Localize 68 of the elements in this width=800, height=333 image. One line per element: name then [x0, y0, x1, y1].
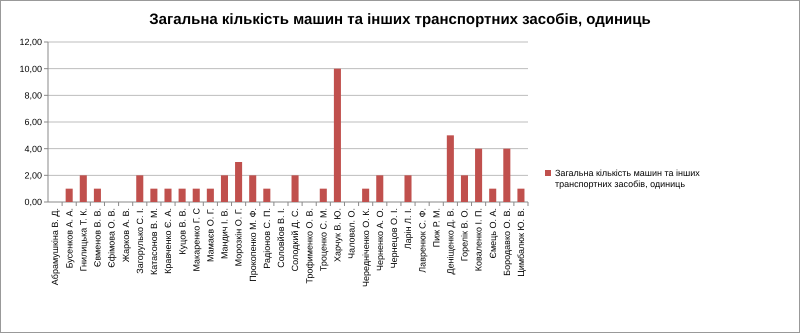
legend-label: Загальна кількість машин та інших транспортних засобів, одиниць [555, 168, 700, 189]
bar [94, 188, 101, 202]
bar [376, 175, 384, 202]
bar [178, 188, 186, 202]
x-tick-label: Кравченко Є. А. [163, 208, 174, 274]
x-tick-label: Троценко С. М. [318, 208, 328, 272]
bar [446, 135, 454, 202]
bar [136, 175, 144, 202]
bar [249, 175, 256, 202]
bar [66, 188, 73, 202]
bar [192, 188, 200, 202]
bar [503, 148, 510, 202]
y-tick-label: 2,00 [24, 170, 42, 180]
x-tick-label: Мамаєв О. Г. [206, 208, 216, 262]
bar [362, 188, 370, 202]
x-tick-label: Катасонов В. М. [149, 208, 160, 275]
bar [164, 188, 172, 202]
x-tick-label: Пиж Р. М. [431, 208, 442, 248]
bar [292, 175, 299, 202]
x-tick-label: Євменов В. В. [92, 208, 103, 268]
y-tick-label: 8,00 [24, 90, 42, 100]
bar [263, 188, 270, 202]
chart-title: Загальна кількість машин та інших транспортних засобів, одиниць [149, 11, 651, 28]
bar [489, 188, 496, 202]
x-tick-label: Ємець О. А. [488, 208, 498, 259]
bar [475, 148, 482, 202]
x-tick-label: Гнилицька Т. К. [78, 208, 88, 272]
x-tick-label: Жарков А. В. [120, 208, 131, 262]
x-tick-label: Харчук В. Ю. [332, 208, 343, 262]
bar [334, 68, 341, 202]
x-tick-label: Соловйов В. І. [276, 208, 286, 268]
x-tick-label: Радіонов С. П. [262, 208, 272, 269]
x-tick-label: Куцов В. В. [177, 208, 188, 255]
x-tick-label: Макаренко Г. С [191, 208, 202, 272]
x-tick-label: Ларін Л. І. [403, 208, 414, 250]
x-tick-label: Бусенков А. А. [64, 208, 74, 268]
x-tick-label: Морозкін О. Г. [234, 208, 244, 266]
x-tick-label: Лавренюк С. Ф. [417, 208, 428, 273]
x-tick-label: Солодкий Д. С. [290, 208, 300, 272]
bar [80, 175, 87, 202]
x-tick-label: Мандич І. В. [220, 208, 230, 260]
y-tick-label: 12,00 [19, 37, 42, 48]
bar [517, 188, 524, 202]
x-tick-label: Цимбалюк Ю. В. [516, 208, 526, 277]
x-tick-label: Прокопенко М. Ф. [248, 208, 258, 282]
x-tick-label: Чаловал. О. [346, 208, 357, 259]
x-tick-label: Абрамушкіна В. Д. [50, 208, 60, 286]
bar [206, 188, 214, 202]
bar [150, 188, 158, 202]
x-tick-label: Загорулько С. І. [134, 208, 145, 274]
y-tick-label: 4,00 [24, 144, 42, 154]
bar [220, 175, 228, 202]
x-tick-label: Трофименко О. В. [304, 208, 314, 284]
bar [460, 175, 468, 202]
x-tick-label: Деніщенко Д. В. [446, 208, 456, 274]
y-tick-label: 6,00 [24, 117, 42, 128]
x-tick-label: Черненко А. О. [374, 208, 385, 272]
x-tick-label: Бородавко О. В. [502, 208, 512, 276]
y-tick-label: 10,00 [19, 64, 42, 74]
bar [320, 188, 327, 202]
bar [404, 175, 412, 202]
x-tick-label: Горелік В. О. [460, 208, 470, 262]
bar [235, 162, 242, 202]
y-tick-label: 0,00 [24, 197, 42, 208]
x-tick-label: Єфімова О. В. [106, 208, 117, 268]
x-tick-label: Чернецов О. І. [389, 208, 400, 268]
x-tick-label: Чередніченко О. К. [360, 208, 371, 287]
x-tick-label: Коваленко І. П. [474, 208, 484, 272]
